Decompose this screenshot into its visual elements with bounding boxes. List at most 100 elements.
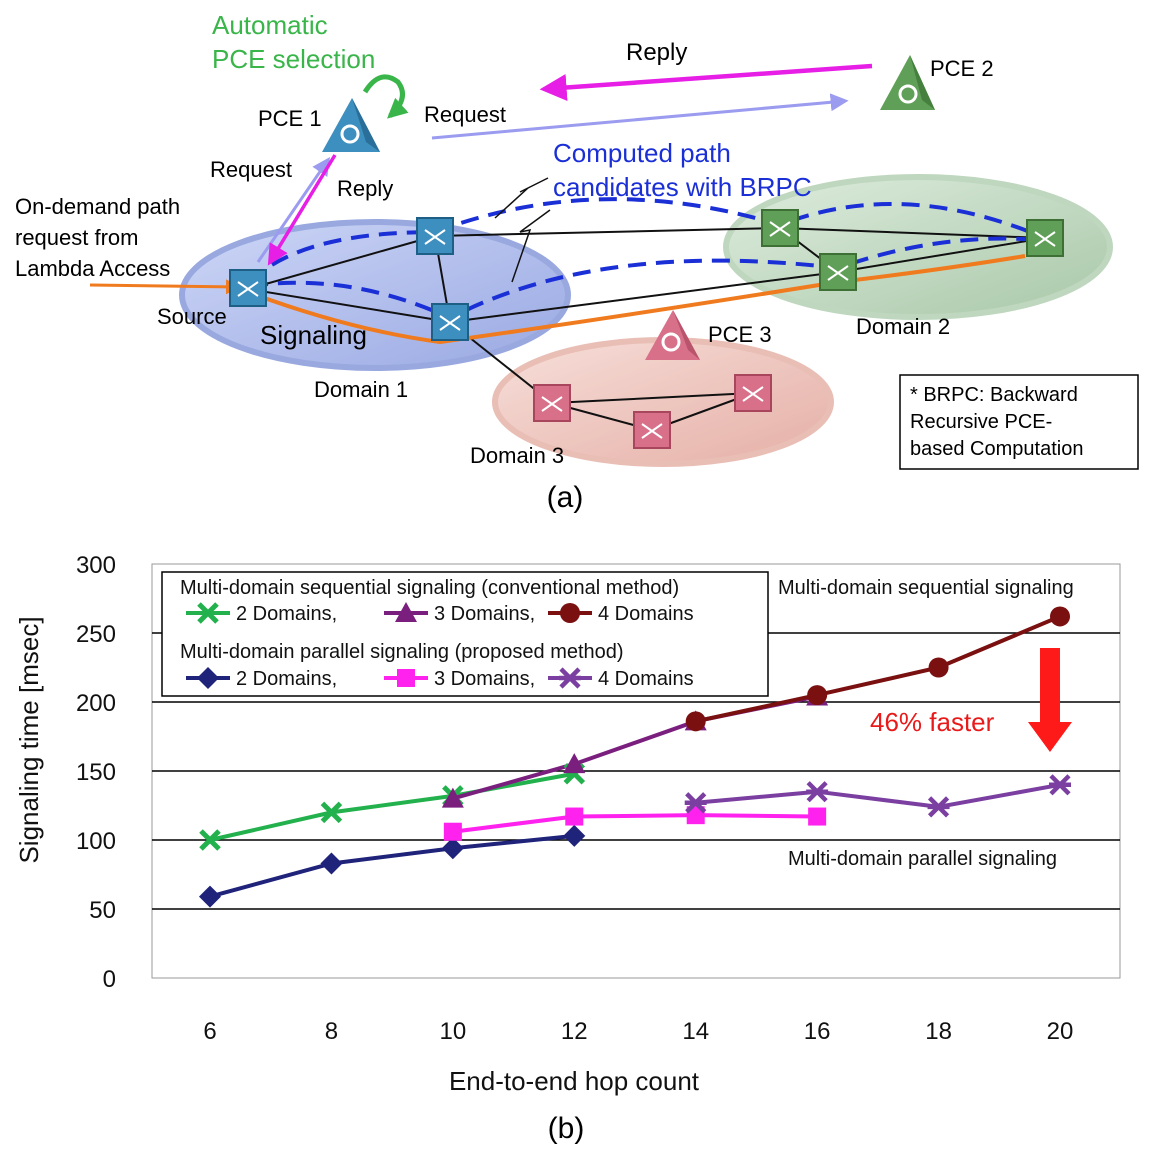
panel-b-chart: 0 50 100 150 200 250 300 6 8 10 12 14 16 18 20 End-to…: [14, 552, 1121, 1145]
data-point-parallel-4: [565, 807, 584, 826]
auto-selection-label-1: Automatic: [212, 10, 328, 40]
y-tick-label: 300: [76, 552, 116, 579]
on-demand-arrow: [89, 279, 241, 295]
legend-marker: [197, 667, 219, 689]
x-tick-label: 6: [203, 1018, 216, 1045]
data-point-sequential-2: [1050, 606, 1070, 627]
legend: Multi-domain sequential signaling (conve…: [161, 571, 769, 697]
switch-d2c-icon: [1026, 219, 1064, 257]
request-left-label: Request: [210, 157, 292, 182]
series-line-parallel-5: [695, 782, 1061, 809]
data-point-parallel-5: [1049, 774, 1071, 796]
brpc-note-line-3: based Computation: [910, 438, 1083, 460]
data-point-parallel-4: [808, 807, 827, 826]
series-line-sequential-0: [209, 771, 575, 842]
switch-d2a-icon: [761, 209, 799, 247]
auto-selection-arrow: [362, 74, 409, 119]
brpc-note: * BRPC: Backward Recursive PCE- based Co…: [899, 374, 1139, 470]
on-demand-label-1: On-demand path: [15, 194, 180, 219]
reply-top-label: Reply: [626, 39, 687, 66]
data-point-parallel-5: [684, 792, 707, 814]
switch-d3a-icon: [533, 384, 571, 422]
request-top-label: Request: [424, 102, 506, 127]
on-demand-label-2: request from: [15, 225, 139, 250]
pce-1-icon: [322, 98, 380, 152]
switch-d3b-icon: [633, 411, 671, 449]
computed-path-label-1: Computed path: [553, 138, 731, 168]
y-tick-label: 100: [76, 828, 116, 855]
data-point-sequential-0: [320, 801, 343, 824]
request-arrow-top: [431, 93, 849, 140]
x-tick-label: 10: [440, 1018, 467, 1045]
switch-d3c-icon: [734, 374, 772, 412]
legend-label: 4 Domains: [598, 668, 694, 690]
data-point-parallel-4: [443, 822, 462, 841]
y-tick-label: 150: [76, 759, 116, 786]
series-markers: [199, 606, 1071, 908]
y-tick-label: 250: [76, 621, 116, 648]
reply-arrow-top: [539, 63, 873, 101]
y-tick-labels: 0 50 100 150 200 250 300: [76, 552, 116, 993]
data-point-parallel-3: [441, 837, 464, 860]
legend-marker: [560, 603, 580, 623]
legend-group-parallel: Multi-domain parallel signaling (propose…: [180, 641, 624, 663]
x-tick-label: 20: [1047, 1018, 1074, 1045]
pce-3-icon: [645, 310, 700, 360]
legend-label: 2 Domains,: [236, 603, 337, 625]
series-line-parallel-4: [452, 813, 818, 834]
reply-left-label: Reply: [337, 176, 393, 201]
y-tick-label: 0: [103, 966, 116, 993]
data-point-parallel-3: [563, 824, 586, 847]
x-tick-label: 16: [804, 1018, 831, 1045]
signaling-path: [247, 254, 1026, 345]
legend-label: 2 Domains,: [236, 668, 337, 690]
data-point-sequential-2: [807, 685, 828, 706]
legend-marker: [197, 602, 219, 624]
data-point-sequential-2: [928, 657, 949, 678]
pce-2-icon: [880, 55, 935, 110]
data-point-parallel-5: [927, 796, 950, 818]
callout-lines: [494, 177, 551, 283]
series-lines: [209, 614, 1061, 899]
domain-1-label: Domain 1: [314, 377, 408, 402]
down-arrow-icon: [1028, 648, 1072, 752]
legend-marker: [397, 669, 415, 687]
x-tick-label: 12: [561, 1018, 588, 1045]
parallel-annotation: Multi-domain parallel signaling: [788, 848, 1057, 870]
data-point-parallel-5: [806, 781, 829, 803]
y-tick-label: 200: [76, 690, 116, 717]
faster-annotation: 46% faster: [870, 707, 995, 737]
data-point-sequential-1: [441, 787, 464, 808]
series-line-parallel-3: [209, 833, 575, 899]
panel-a: Automatic PCE selection PCE 1 PCE 2 PCE …: [15, 10, 1139, 514]
legend-label: 3 Domains,: [434, 668, 535, 690]
signaling-label: Signaling: [260, 320, 367, 350]
computed-path-label-2: candidates with BRPC: [553, 172, 812, 202]
caption-b: (b): [548, 1112, 585, 1145]
pce-3-label: PCE 3: [708, 322, 772, 347]
legend-label: 3 Domains,: [434, 603, 535, 625]
caption-a: (a): [547, 481, 584, 514]
reply-arrow-left: [267, 154, 337, 266]
x-tick-label: 14: [682, 1018, 709, 1045]
y-axis-label: Signaling time [msec]: [14, 616, 44, 863]
switch-nodes: [229, 209, 1064, 449]
y-tick-label: 50: [89, 897, 116, 924]
legend-marker: [559, 667, 581, 689]
x-tick-labels: 6 8 10 12 14 16 18 20: [203, 1018, 1073, 1045]
pce-2-label: PCE 2: [930, 56, 994, 81]
data-point-sequential-2: [685, 711, 706, 732]
pce-1-label: PCE 1: [258, 106, 322, 131]
switch-d2b-icon: [819, 253, 857, 291]
data-point-parallel-3: [199, 885, 221, 908]
switch-source-icon: [229, 269, 267, 307]
legend-marker: [395, 602, 417, 622]
domain-3-label: Domain 3: [470, 443, 564, 468]
data-point-sequential-1: [563, 753, 586, 774]
auto-selection-label-2: PCE selection: [212, 44, 375, 74]
switch-d1b-icon: [431, 303, 469, 341]
computed-path-candidates: [248, 197, 1041, 321]
source-label: Source: [157, 304, 227, 329]
x-tick-label: 8: [325, 1018, 338, 1045]
